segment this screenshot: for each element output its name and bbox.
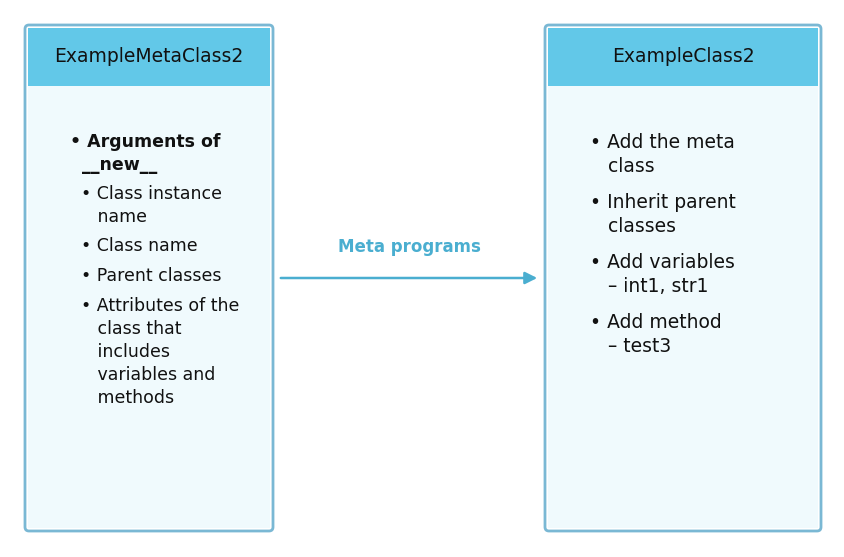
Text: • Inherit parent
   classes: • Inherit parent classes bbox=[589, 193, 735, 236]
FancyBboxPatch shape bbox=[548, 86, 817, 528]
Text: • Add the meta
   class: • Add the meta class bbox=[589, 133, 734, 176]
FancyBboxPatch shape bbox=[548, 28, 817, 86]
Text: • Class name: • Class name bbox=[70, 237, 197, 255]
Text: • Parent classes: • Parent classes bbox=[70, 267, 221, 285]
Text: • Add method
   – test3: • Add method – test3 bbox=[589, 313, 721, 356]
Text: Meta programs: Meta programs bbox=[337, 238, 480, 256]
FancyBboxPatch shape bbox=[28, 86, 270, 528]
Text: • Arguments of
  __new__: • Arguments of __new__ bbox=[70, 133, 220, 174]
Text: • Attributes of the
     class that
     includes
     variables and
     method: • Attributes of the class that includes … bbox=[70, 297, 239, 407]
FancyBboxPatch shape bbox=[28, 28, 270, 86]
Text: ExampleClass2: ExampleClass2 bbox=[611, 47, 754, 66]
Text: ExampleMetaClass2: ExampleMetaClass2 bbox=[54, 47, 243, 66]
Text: • Class instance
     name: • Class instance name bbox=[70, 185, 222, 226]
Text: • Add variables
   – int1, str1: • Add variables – int1, str1 bbox=[589, 253, 734, 296]
